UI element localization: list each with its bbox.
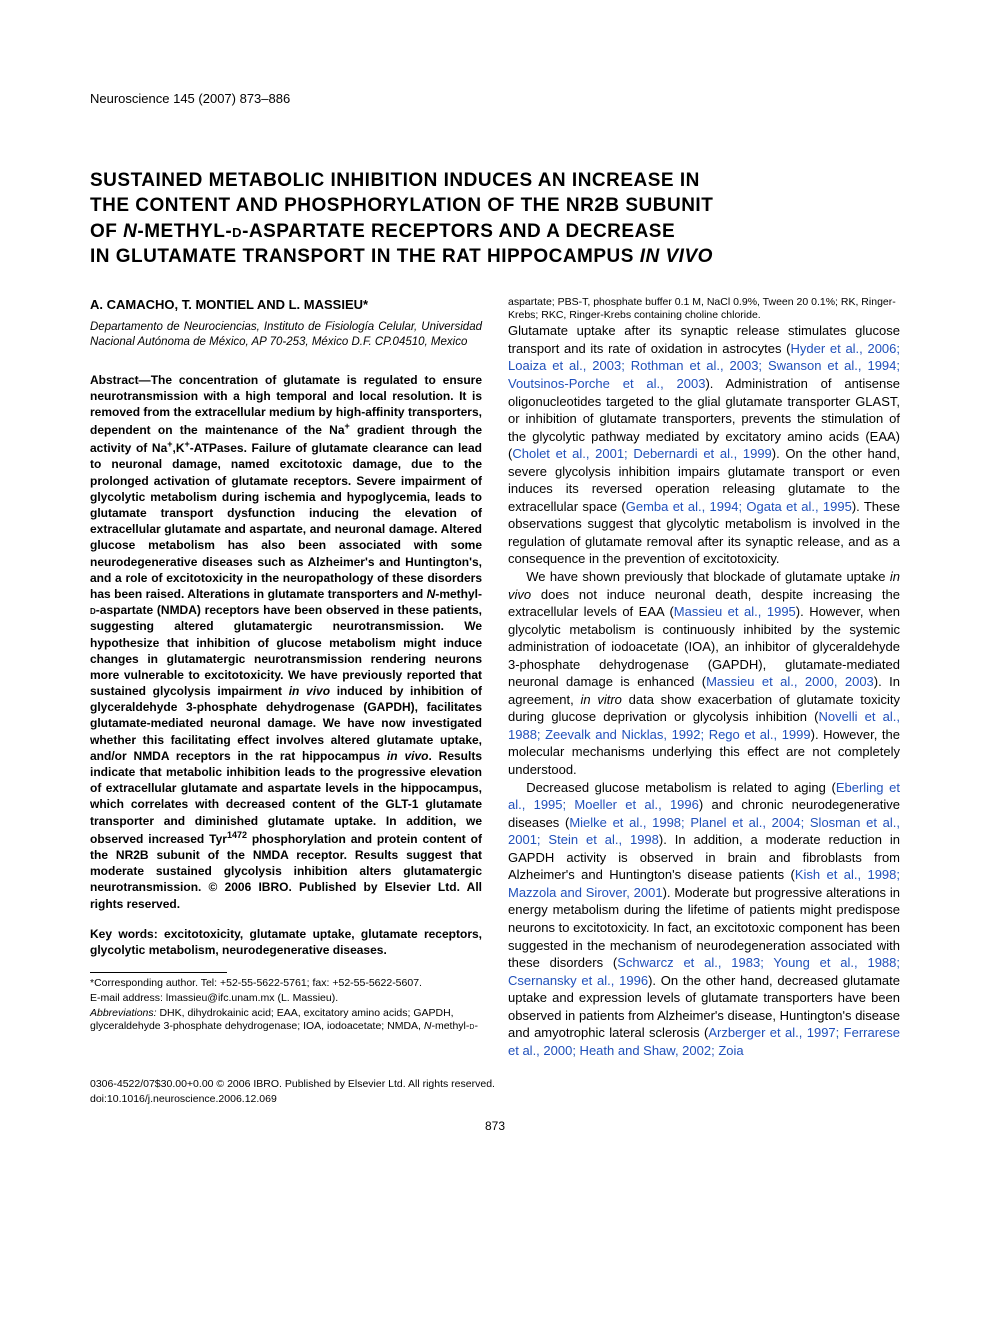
copyright-line: 0306-4522/07$30.00+0.00 © 2006 IBRO. Pub… (90, 1077, 900, 1105)
citation-link[interactable]: Massieu et al., 2000, 2003 (706, 674, 874, 689)
body-para-1: Glutamate uptake after its synaptic rele… (508, 322, 900, 568)
abstract-label: Abstract— (90, 373, 151, 387)
copyright-text: 0306-4522/07$30.00+0.00 © 2006 IBRO. Pub… (90, 1078, 495, 1090)
journal-header: Neuroscience 145 (2007) 873–886 (90, 90, 900, 108)
citation-link[interactable]: Massieu et al., 1995 (674, 604, 796, 619)
body-text: Glutamate uptake after its synaptic rele… (508, 322, 900, 1059)
footnote-email: E-mail address: lmassieu@ifc.unam.mx (L.… (90, 992, 482, 1005)
title-line-2: THE CONTENT AND PHOSPHORYLATION OF THE N… (90, 195, 713, 216)
citation-link[interactable]: Cholet et al., 2001; Debernardi et al., … (512, 446, 771, 461)
two-column-body: A. CAMACHO, T. MONTIEL AND L. MASSIEU* D… (90, 296, 900, 1059)
doi-text: doi:10.1016/j.neuroscience.2006.12.069 (90, 1093, 277, 1105)
paper-title: SUSTAINED METABOLIC INHIBITION INDUCES A… (90, 168, 900, 271)
footnote-divider (90, 972, 227, 973)
title-line-1: SUSTAINED METABOLIC INHIBITION INDUCES A… (90, 170, 700, 191)
authors: A. CAMACHO, T. MONTIEL AND L. MASSIEU* (90, 296, 482, 314)
body-para-2: We have shown previously that blockade o… (508, 568, 900, 779)
keywords: Key words: excitotoxicity, glutamate upt… (90, 926, 482, 958)
footnote-corresponding: *Corresponding author. Tel: +52-55-5622-… (90, 977, 482, 990)
abstract-text: The concentration of glutamate is regula… (90, 373, 482, 911)
abbrev-label: Abbreviations: (90, 1007, 157, 1019)
title-line-3: OF N-METHYL-d-ASPARTATE RECEPTORS AND A … (90, 221, 675, 242)
citation-link[interactable]: Gemba et al., 1994; Ogata et al., 1995 (626, 499, 852, 514)
abstract: Abstract—The concentration of glutamate … (90, 372, 482, 912)
title-line-4: IN GLUTAMATE TRANSPORT IN THE RAT HIPPOC… (90, 246, 713, 267)
body-para-3: Decreased glucose metabolism is related … (508, 779, 900, 1060)
page-number: 873 (90, 1118, 900, 1134)
affiliation: Departamento de Neurociencias, Instituto… (90, 320, 482, 350)
